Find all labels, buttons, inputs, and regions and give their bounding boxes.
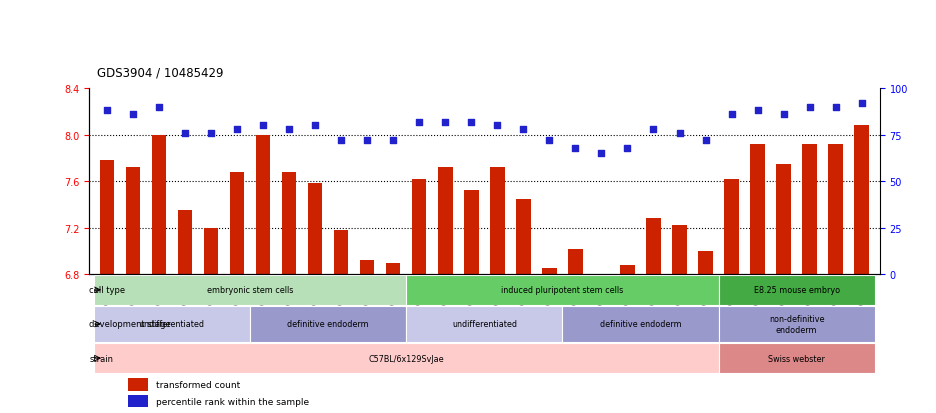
Bar bbox=[95, 306, 250, 342]
Bar bbox=[542, 269, 557, 275]
Point bbox=[802, 104, 817, 111]
Point bbox=[99, 108, 114, 114]
Bar bbox=[464, 191, 478, 275]
Bar bbox=[126, 168, 140, 275]
Point bbox=[724, 112, 739, 118]
Bar bbox=[406, 275, 719, 305]
Bar bbox=[490, 168, 505, 275]
Point bbox=[334, 138, 349, 144]
Point bbox=[542, 138, 557, 144]
Point bbox=[204, 130, 219, 137]
Point bbox=[490, 123, 505, 129]
Point bbox=[698, 138, 713, 144]
Bar bbox=[250, 306, 406, 342]
Bar bbox=[568, 249, 582, 275]
Point bbox=[438, 119, 453, 126]
Bar bbox=[719, 275, 874, 305]
Text: induced pluripotent stem cells: induced pluripotent stem cells bbox=[502, 286, 623, 294]
Bar bbox=[128, 378, 148, 391]
Point bbox=[594, 150, 609, 157]
Text: strain: strain bbox=[90, 354, 113, 363]
Bar bbox=[563, 306, 719, 342]
Bar bbox=[517, 199, 531, 275]
Bar bbox=[719, 344, 874, 373]
Text: C57BL/6x129SvJae: C57BL/6x129SvJae bbox=[369, 354, 445, 363]
Bar bbox=[95, 344, 719, 373]
Text: Swiss webster: Swiss webster bbox=[768, 354, 825, 363]
Text: transformed count: transformed count bbox=[156, 380, 241, 389]
Point bbox=[386, 138, 401, 144]
Bar bbox=[230, 172, 244, 275]
Point bbox=[776, 112, 791, 118]
Point bbox=[672, 130, 687, 137]
Bar bbox=[751, 145, 765, 275]
Bar bbox=[438, 168, 452, 275]
Bar bbox=[256, 135, 271, 275]
Point bbox=[359, 138, 374, 144]
Text: cell type: cell type bbox=[90, 286, 125, 294]
Text: definitive endoderm: definitive endoderm bbox=[600, 320, 681, 329]
Bar bbox=[698, 252, 712, 275]
Point bbox=[568, 145, 583, 152]
Point bbox=[412, 119, 427, 126]
Bar bbox=[308, 184, 322, 275]
Text: E8.25 mouse embryo: E8.25 mouse embryo bbox=[753, 286, 840, 294]
Text: GDS3904 / 10485429: GDS3904 / 10485429 bbox=[96, 66, 224, 80]
Bar bbox=[387, 263, 401, 275]
Bar bbox=[360, 261, 374, 275]
Bar bbox=[828, 145, 842, 275]
Point bbox=[282, 126, 297, 133]
Bar bbox=[621, 265, 635, 275]
Point bbox=[516, 126, 531, 133]
Bar bbox=[777, 164, 791, 275]
Point bbox=[229, 126, 244, 133]
Point bbox=[855, 100, 870, 107]
Point bbox=[125, 112, 140, 118]
Bar bbox=[594, 275, 608, 289]
Text: undifferentiated: undifferentiated bbox=[139, 320, 205, 329]
Text: undifferentiated: undifferentiated bbox=[452, 320, 517, 329]
Bar bbox=[334, 230, 348, 275]
Bar bbox=[128, 395, 148, 407]
Point bbox=[750, 108, 765, 114]
Bar bbox=[724, 179, 739, 275]
Bar bbox=[412, 179, 427, 275]
Bar bbox=[282, 172, 297, 275]
Bar bbox=[855, 126, 869, 275]
Bar bbox=[152, 135, 167, 275]
Point bbox=[620, 145, 635, 152]
Bar bbox=[647, 219, 661, 275]
Text: non-definitive
endoderm: non-definitive endoderm bbox=[768, 315, 825, 334]
Bar bbox=[178, 211, 192, 275]
Text: percentile rank within the sample: percentile rank within the sample bbox=[156, 396, 309, 406]
Text: definitive endoderm: definitive endoderm bbox=[287, 320, 369, 329]
Bar bbox=[100, 161, 114, 275]
Point bbox=[152, 104, 167, 111]
Text: embryonic stem cells: embryonic stem cells bbox=[207, 286, 293, 294]
Point bbox=[178, 130, 193, 137]
Bar bbox=[672, 226, 687, 275]
Point bbox=[828, 104, 843, 111]
Bar bbox=[719, 306, 874, 342]
Bar bbox=[406, 306, 563, 342]
Point bbox=[256, 123, 271, 129]
Point bbox=[646, 126, 661, 133]
Point bbox=[464, 119, 479, 126]
Bar bbox=[204, 228, 218, 275]
Bar bbox=[802, 145, 817, 275]
Point bbox=[308, 123, 323, 129]
Text: development stage: development stage bbox=[90, 320, 171, 329]
Bar bbox=[95, 275, 406, 305]
